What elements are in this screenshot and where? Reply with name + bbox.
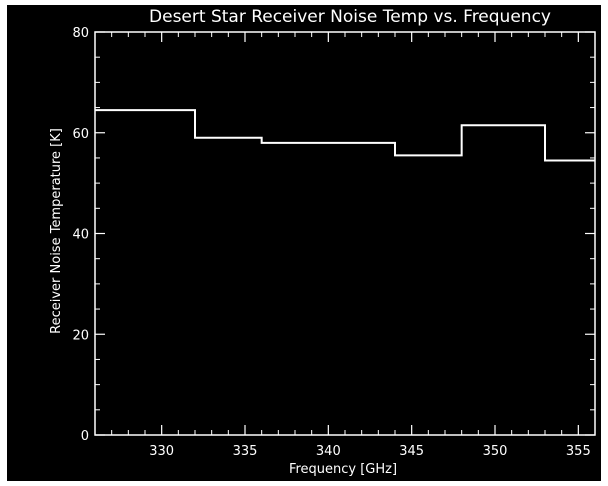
y-tick-label: 80: [72, 26, 89, 41]
x-tick-label: 345: [399, 444, 424, 459]
y-tick-label: 20: [72, 328, 89, 343]
y-tick-label: 40: [72, 228, 89, 243]
x-axis-label: Frequency [GHz]: [289, 462, 397, 477]
tick-labels: 330 335 340 345 350 355 0 20 40 60 80: [72, 26, 590, 459]
noise-temp-step-line: [95, 109, 595, 162]
y-tick-label: 60: [72, 127, 89, 142]
x-tick-label: 335: [233, 444, 258, 459]
x-tick-label: 355: [566, 444, 591, 459]
chart-background: [7, 5, 601, 481]
x-tick-label: 340: [316, 444, 341, 459]
y-tick-label: 0: [81, 429, 89, 444]
x-tick-label: 350: [483, 444, 508, 459]
series-layer: [95, 109, 595, 162]
plot-frame: [94, 31, 596, 436]
y-axis-label: Receiver Noise Temperature [K]: [49, 128, 64, 334]
x-tick-label: 330: [149, 444, 174, 459]
chart-title: Desert Star Receiver Noise Temp vs. Freq…: [149, 7, 551, 27]
